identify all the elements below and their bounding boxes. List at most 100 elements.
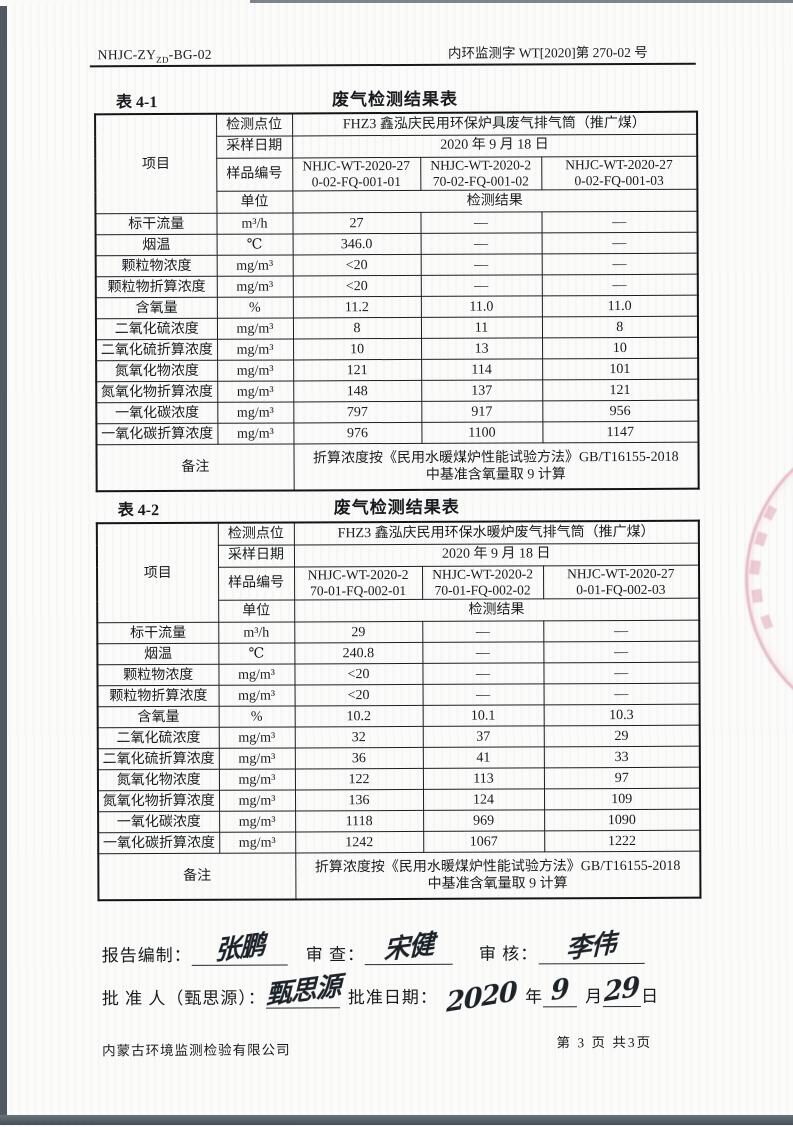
- row-value-3: —: [542, 233, 698, 255]
- made-signature: 张鹏: [192, 938, 288, 965]
- row-value-2: 1100: [421, 422, 542, 444]
- row-label: 颗粒物浓度: [96, 256, 217, 278]
- review-signature: 宋健: [365, 938, 453, 965]
- approve-date-year: 2020: [446, 982, 516, 1014]
- row-value-1: 8: [293, 318, 421, 340]
- row-unit: %: [219, 706, 295, 727]
- approver-signature-text: 甄思源: [266, 977, 341, 1007]
- approver-label: 批 准 人（甄思源）：: [102, 984, 266, 1010]
- row-label: 颗粒物浓度: [97, 665, 218, 687]
- row-label: 一氧化碳折算浓度: [96, 424, 217, 446]
- remark-label: 备注: [96, 444, 293, 491]
- row-value-1: 976: [293, 423, 421, 445]
- row-label: 一氧化碳浓度: [96, 403, 217, 425]
- approve-date-label: 批准日期：: [348, 983, 438, 1008]
- row-value-3: —: [543, 663, 699, 685]
- row-label: 含氧量: [98, 707, 219, 729]
- row-value-3: 121: [542, 380, 698, 402]
- row-value-2: —: [421, 275, 542, 297]
- stamp-character-mark: [749, 560, 761, 575]
- row-unit: mg/m³: [217, 402, 293, 423]
- row-unit: mg/m³: [217, 339, 293, 360]
- scan-edge-bottom: [0, 1115, 793, 1125]
- row-label: 标干流量: [95, 214, 216, 236]
- signature-row-1: 报告编制： 张鹏 审 查： 宋健 审 核： 李伟: [102, 937, 722, 967]
- sample-id: NHJC-WT-2020-2 70-01-FQ-002-01: [294, 566, 422, 600]
- sample-label: 样品编号: [218, 566, 294, 600]
- row-unit: mg/m³: [219, 832, 295, 853]
- point-value: FHZ3 鑫泓庆民用环保炉具废气排气筒（推广煤）: [292, 112, 697, 136]
- row-value-2: 114: [421, 359, 542, 381]
- row-unit: mg/m³: [219, 685, 295, 706]
- remark-text: 折算浓度按《民用水暖煤炉性能试验方法》GB/T16155-2018 中基准含氧量…: [295, 852, 700, 900]
- row-unit: mg/m³: [219, 811, 295, 832]
- row-value-3: 10.3: [544, 705, 700, 727]
- row-value-2: 10.1: [423, 705, 544, 727]
- row-value-3: 1222: [544, 831, 700, 853]
- row-label: 二氧化硫折算浓度: [98, 749, 219, 771]
- row-unit: mg/m³: [217, 318, 293, 339]
- row-value-3: 1090: [544, 810, 700, 832]
- sample-id: NHJC-WT-2020-2 70-01-FQ-002-02: [422, 565, 543, 599]
- sample-id: NHJC-WT-2020-2 70-02-FQ-001-02: [420, 156, 541, 190]
- row-unit: mg/m³: [217, 276, 293, 297]
- row-value-1: 797: [293, 402, 421, 424]
- audit-label: 审 核：: [479, 939, 538, 964]
- red-seal-stamp: [744, 425, 793, 732]
- made-signature-text: 张鹏: [215, 935, 265, 962]
- item-header: 项目: [95, 114, 216, 214]
- review-signature-text: 宋健: [384, 935, 434, 962]
- row-value-2: 11: [421, 317, 542, 339]
- row-label: 氮氧化物折算浓度: [98, 791, 219, 813]
- row-unit: mg/m³: [219, 727, 295, 748]
- row-unit: mg/m³: [217, 423, 293, 444]
- table2-title: 废气检测结果表: [96, 492, 698, 520]
- row-value-1: 27: [292, 213, 420, 235]
- row-value-2: —: [420, 212, 541, 234]
- row-value-2: 137: [421, 380, 542, 402]
- row-value-2: 11.0: [421, 296, 542, 318]
- row-value-1: 1118: [295, 811, 423, 833]
- row-value-1: 240.8: [294, 643, 422, 665]
- row-unit: m³/h: [218, 622, 294, 643]
- date-value: 2020 年 9 月 18 日: [294, 543, 699, 567]
- row-label: 氮氧化物折算浓度: [96, 382, 217, 404]
- footer-company: 内蒙古环境监测检验有限公司: [102, 1038, 291, 1059]
- row-value-3: 1147: [542, 422, 698, 444]
- row-value-2: 1067: [423, 831, 544, 853]
- row-value-1: <20: [294, 664, 422, 686]
- row-value-2: —: [422, 642, 543, 664]
- row-value-3: 101: [542, 359, 698, 381]
- document-code-main: NHJC-ZY: [98, 47, 156, 62]
- row-value-2: 969: [423, 810, 544, 832]
- row-unit: mg/m³: [217, 360, 293, 381]
- date-label: 采样日期: [218, 544, 294, 566]
- row-value-2: 917: [421, 401, 542, 423]
- gas-result-table-2: 项目 检测点位 FHZ3 鑫泓庆民用环保水暖炉废气排气筒（推广煤） 采样日期 2…: [96, 520, 702, 902]
- row-unit: mg/m³: [218, 664, 294, 685]
- point-label: 检测点位: [216, 113, 292, 135]
- row-value-1: <20: [293, 276, 421, 298]
- row-value-1: 136: [295, 790, 423, 812]
- approve-date-month: 9: [551, 979, 569, 1002]
- row-value-1: 346.0: [293, 234, 421, 256]
- row-value-1: 1242: [295, 832, 423, 854]
- row-value-2: 124: [423, 789, 544, 811]
- stamp-character-mark: [751, 589, 763, 603]
- row-unit: mg/m³: [217, 255, 293, 276]
- date-label: 采样日期: [216, 135, 292, 157]
- approve-date-day: 29: [604, 977, 639, 1003]
- row-value-3: 33: [544, 747, 700, 769]
- row-label: 颗粒物折算浓度: [98, 686, 219, 708]
- document-code-sub: ZD: [156, 55, 169, 65]
- row-value-1: 32: [295, 727, 423, 749]
- row-value-3: 8: [542, 317, 698, 339]
- row-value-2: 41: [423, 747, 544, 769]
- row-value-3: —: [542, 275, 698, 297]
- row-value-1: 36: [295, 748, 423, 770]
- remark-text: 折算浓度按《民用水暖煤炉性能试验方法》GB/T16155-2018 中基准含氧量…: [293, 443, 698, 491]
- month-char: 月: [585, 982, 603, 1007]
- row-value-2: —: [421, 254, 542, 276]
- unit-label: 单位: [218, 600, 294, 622]
